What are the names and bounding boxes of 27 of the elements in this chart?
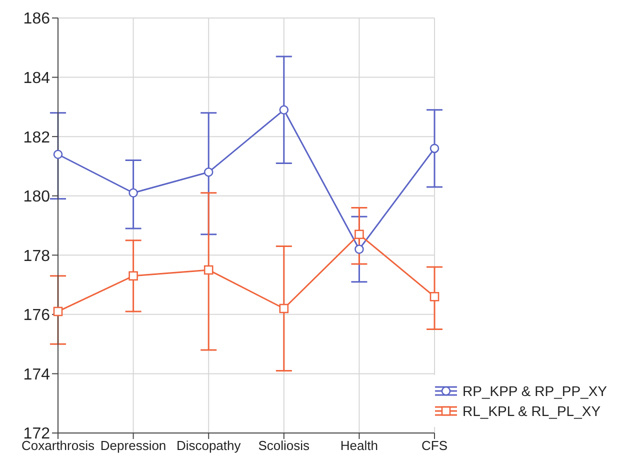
legend-label: RP_KPP & RP_PP_XY — [462, 383, 607, 399]
y-tick-label: 178 — [23, 248, 50, 265]
point — [354, 244, 364, 254]
x-tick-label: Scoliosis — [258, 438, 310, 454]
point — [204, 265, 214, 275]
y-tick-label: 186 — [23, 10, 50, 28]
y-tick-label: 174 — [23, 366, 50, 384]
point — [204, 167, 214, 177]
y-tick-label: 182 — [23, 129, 50, 146]
point — [279, 105, 289, 115]
y-tick-label: 184 — [23, 70, 50, 87]
x-tick-label: CFS — [422, 438, 448, 454]
point — [279, 304, 289, 314]
y-tick-label: 180 — [23, 188, 50, 206]
point — [53, 306, 63, 316]
point — [430, 292, 440, 302]
point — [128, 271, 138, 281]
x-tick-label: Health — [340, 438, 378, 454]
x-tick-label: Depression — [100, 438, 166, 454]
point — [430, 144, 440, 154]
x-tick-label: Discopathy — [176, 438, 242, 454]
point — [354, 230, 364, 240]
x-tick-label: Coxarthrosis — [22, 438, 95, 454]
y-tick-label: 176 — [23, 307, 50, 324]
legend-label: RL_KPL & RL_PL_XY — [462, 403, 601, 419]
point — [53, 150, 63, 160]
point — [128, 188, 138, 198]
